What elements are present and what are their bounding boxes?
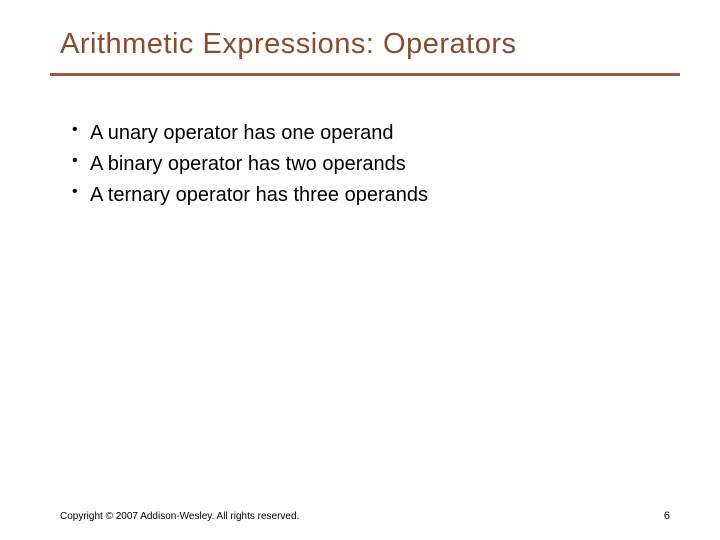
list-item: A binary operator has two operands [72,149,670,180]
slide-container: Arithmetic Expressions: Operators A unar… [0,0,720,540]
page-number: 6 [664,510,670,522]
list-item: A unary operator has one operand [72,118,670,149]
slide-footer: Copyright © 2007 Addison-Wesley. All rig… [60,510,670,522]
copyright-text: Copyright © 2007 Addison-Wesley. All rig… [60,511,299,522]
list-item: A ternary operator has three operands [72,180,670,211]
slide-title: Arithmetic Expressions: Operators [60,28,670,61]
bullet-list: A unary operator has one operand A binar… [60,118,670,211]
title-divider [50,73,680,76]
